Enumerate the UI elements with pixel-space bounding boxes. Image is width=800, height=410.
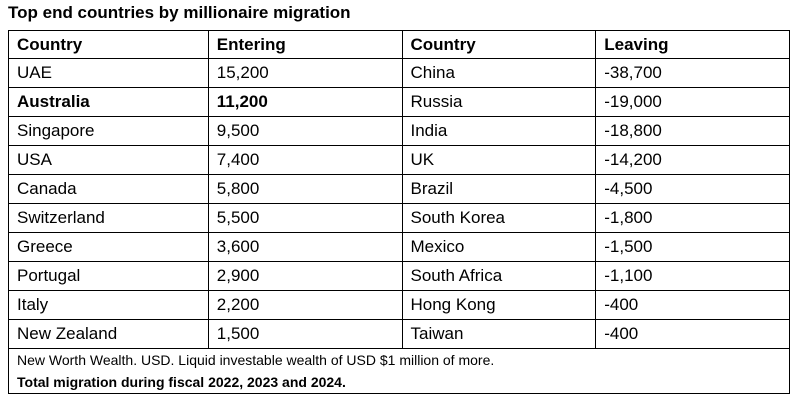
table-cell: Hong Kong [401, 290, 597, 320]
table-cell: Mexico [401, 232, 597, 262]
table-cell: -19,000 [595, 87, 790, 117]
footnote: New Worth Wealth. USD. Liquid investable… [8, 348, 790, 371]
table-cell: -4,500 [595, 174, 790, 204]
table-cell: 5,800 [207, 174, 403, 204]
table-cell: 3,600 [207, 232, 403, 262]
table-cell: -400 [595, 290, 790, 320]
table-row: Australia 11,200 Russia -19,000 [8, 87, 790, 117]
table-cell: 2,900 [207, 261, 403, 291]
table-row: New Zealand 1,500 Taiwan -400 [8, 319, 790, 349]
table-cell: New Zealand [8, 319, 209, 349]
column-header: Country [401, 30, 597, 59]
table-head: Country Entering Country Leaving [8, 30, 790, 59]
footnote: Total migration during fiscal 2022, 2023… [8, 371, 790, 394]
table-cell: Switzerland [8, 203, 209, 233]
table-row: Singapore 9,500 India -18,800 [8, 116, 790, 146]
column-header: Entering [207, 30, 403, 59]
table-cell: Taiwan [401, 319, 597, 349]
column-header: Country [8, 30, 209, 59]
table-body: UAE 15,200 China -38,700 Australia 11,200 Russ… [8, 58, 790, 394]
table-cell: -14,200 [595, 145, 790, 175]
table-cell: Brazil [401, 174, 597, 204]
table-cell: USA [8, 145, 209, 175]
table-cell: UAE [8, 58, 209, 88]
table-cell: Canada [8, 174, 209, 204]
table-cell: India [401, 116, 597, 146]
table-row: Italy 2,200 Hong Kong -400 [8, 290, 790, 320]
note-row: Total migration during fiscal 2022, 2023… [8, 371, 790, 394]
table-cell: -1,500 [595, 232, 790, 262]
table-cell: -1,100 [595, 261, 790, 291]
table-cell: South Korea [401, 203, 597, 233]
table-cell: -38,700 [595, 58, 790, 88]
table-cell: Australia [8, 87, 209, 117]
note-row: New Worth Wealth. USD. Liquid investable… [8, 348, 790, 371]
table-row: UAE 15,200 China -38,700 [8, 58, 790, 88]
table-row: USA 7,400 UK -14,200 [8, 145, 790, 175]
table-cell: -400 [595, 319, 790, 349]
table-cell: -18,800 [595, 116, 790, 146]
table-cell: Portugal [8, 261, 209, 291]
table-cell: China [401, 58, 597, 88]
table-cell: 2,200 [207, 290, 403, 320]
table-cell: 11,200 [207, 87, 403, 117]
table-cell: Russia [401, 87, 597, 117]
table-cell: 7,400 [207, 145, 403, 175]
table-cell: UK [401, 145, 597, 175]
table-cell: Greece [8, 232, 209, 262]
table-cell: South Africa [401, 261, 597, 291]
migration-table: Country Entering Country Leaving UAE 15,200 C… [8, 30, 790, 394]
table-cell: Singapore [8, 116, 209, 146]
table-cell: -1,800 [595, 203, 790, 233]
table-cell: 1,500 [207, 319, 403, 349]
column-header: Leaving [595, 30, 790, 59]
table-row: Canada 5,800 Brazil -4,500 [8, 174, 790, 204]
table-cell: Italy [8, 290, 209, 320]
table-cell: 15,200 [207, 58, 403, 88]
table-cell: 9,500 [207, 116, 403, 146]
table-row: Greece 3,600 Mexico -1,500 [8, 232, 790, 262]
table-cell: 5,500 [207, 203, 403, 233]
table-row: Switzerland 5,500 South Korea -1,800 [8, 203, 790, 233]
title: Top end countries by millionaire migrati… [8, 3, 351, 22]
header-row: Country Entering Country Leaving [8, 30, 790, 59]
table-row: Portugal 2,900 South Africa -1,100 [8, 261, 790, 291]
